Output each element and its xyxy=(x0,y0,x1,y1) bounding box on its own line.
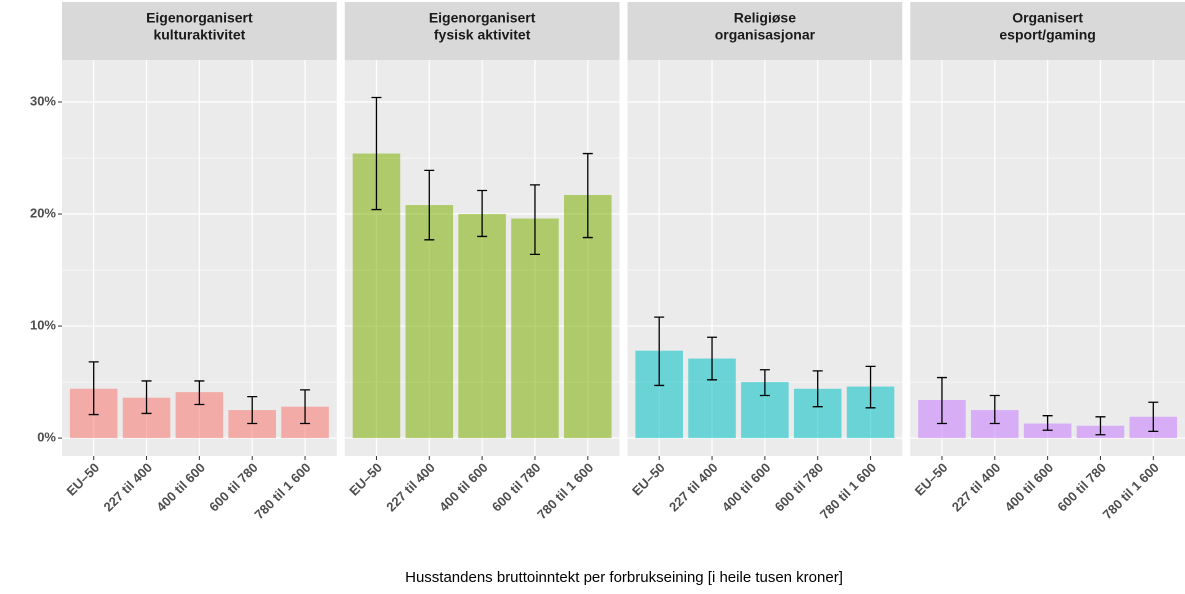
x-tick-label: 780 til 1 600 xyxy=(251,460,313,522)
error-bar xyxy=(1148,401,1159,433)
error-bar xyxy=(759,369,770,397)
y-tick-label: 0% xyxy=(37,430,56,445)
error-bar xyxy=(1095,416,1106,436)
error-bar xyxy=(247,395,258,425)
panel-title: Organisert xyxy=(1012,10,1083,26)
x-tick-label: 780 til 1 600 xyxy=(817,460,879,522)
x-tick-label: 227 til 400 xyxy=(666,460,721,515)
error-bar xyxy=(865,365,876,409)
error-bar xyxy=(88,361,99,416)
x-tick-label: 227 til 400 xyxy=(101,460,156,515)
panel-title: Religiøse xyxy=(734,10,796,26)
panel-title: esport/gaming xyxy=(999,27,1095,43)
x-tick-label: 600 til 780 xyxy=(1054,460,1109,515)
panel-title: Eigenorganisert xyxy=(429,10,536,26)
x-tick-label: 400 til 600 xyxy=(153,460,208,515)
y-tick-label: 10% xyxy=(30,317,56,332)
x-tick-label: 600 til 780 xyxy=(489,460,544,515)
x-tick-label: 227 til 400 xyxy=(383,460,438,515)
error-bar xyxy=(936,376,947,425)
bar xyxy=(405,205,454,439)
x-axis-label: Husstandens bruttoinntekt per forbruksei… xyxy=(405,569,843,586)
x-tick-label: EU–50 xyxy=(912,460,951,499)
error-bar xyxy=(707,336,718,381)
x-tick-label: 400 til 600 xyxy=(436,460,491,515)
panel-title: kulturaktivitet xyxy=(153,27,245,43)
error-bar xyxy=(194,380,205,406)
x-tick-label: 600 til 780 xyxy=(206,460,261,515)
x-tick-label: EU–50 xyxy=(346,460,385,499)
error-bar xyxy=(477,189,488,238)
x-tick-label: 400 til 600 xyxy=(719,460,774,515)
error-bar xyxy=(424,169,435,241)
y-tick-label: 20% xyxy=(30,205,56,220)
x-tick-label: 600 til 780 xyxy=(772,460,827,515)
error-bar xyxy=(989,394,1000,425)
error-bar xyxy=(371,96,382,211)
x-tick-label: 400 til 600 xyxy=(1002,460,1057,515)
x-tick-label: EU–50 xyxy=(64,460,103,499)
error-bar xyxy=(1042,415,1053,431)
bar xyxy=(458,214,506,439)
strip xyxy=(344,2,620,60)
strip xyxy=(627,2,903,60)
error-bar xyxy=(582,152,593,239)
panel-title: organisasjonar xyxy=(715,27,816,43)
error-bar xyxy=(654,316,665,387)
error-bar xyxy=(300,389,311,425)
strip xyxy=(62,2,337,60)
error-bar xyxy=(812,370,823,408)
panel-title: Eigenorganisert xyxy=(146,10,253,26)
panel-title: fysisk aktivitet xyxy=(434,27,531,43)
x-tick-label: 227 til 400 xyxy=(949,460,1004,515)
y-tick-label: 30% xyxy=(30,93,56,108)
x-tick-label: 780 til 1 600 xyxy=(534,460,596,522)
strip xyxy=(910,2,1185,60)
x-tick-label: EU–50 xyxy=(629,460,668,499)
error-bar xyxy=(529,184,540,256)
x-tick-label: 780 til 1 600 xyxy=(1100,460,1162,522)
error-bar xyxy=(141,380,152,415)
bar xyxy=(511,218,559,439)
